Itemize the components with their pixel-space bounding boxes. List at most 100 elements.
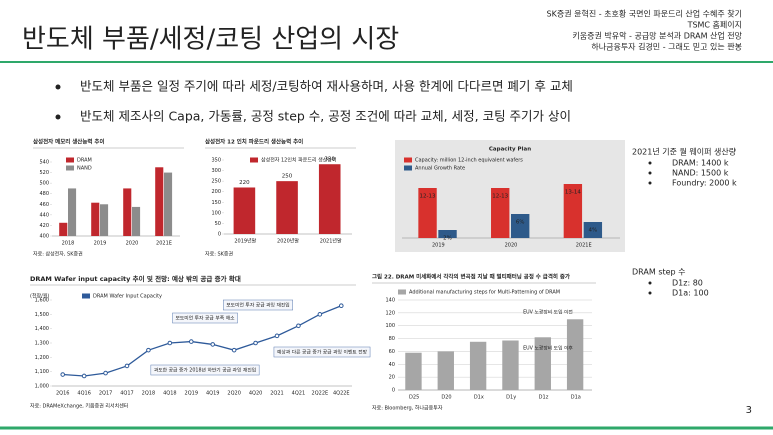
y-tick-label: 150 [211, 200, 221, 206]
marker [253, 340, 258, 346]
note-item: DRAM: 1400 k [672, 159, 729, 168]
bar [438, 230, 457, 238]
x-tick-label: D20 [441, 395, 451, 401]
y-tick-label: 1,600 [35, 298, 49, 304]
y-tick-label: 40 [389, 362, 395, 368]
page-number: 3 [746, 405, 752, 416]
slide-title: 반도체 부품/세정/코팅 산업의 시장 [22, 25, 399, 55]
annotation: 보도미언 투자 공급 과잉 재진입 [226, 302, 289, 309]
source-credit: SK증권 윤혁진 - 초호황 국면인 파운드리 산업 수혜주 찾기 [547, 9, 742, 19]
legend-label: 삼성전자 12인치 파운드리 생산능력 [261, 157, 337, 164]
marker [274, 333, 280, 339]
legend-label: DRAM [77, 158, 92, 164]
bar [405, 352, 422, 390]
y-tick-label: 440 [39, 212, 49, 218]
value-label: 12-13 [492, 194, 508, 200]
y-tick-label: 300 [211, 168, 221, 174]
y-tick-label: 50 [215, 221, 221, 227]
marker [60, 372, 66, 377]
annotation-box [150, 364, 260, 376]
bar [566, 319, 584, 390]
note-item: Foundry: 2000 k [672, 179, 737, 188]
x-tick-label: 2019 [94, 241, 107, 247]
line [62, 305, 342, 377]
bar [233, 187, 256, 234]
y-tick-label: 20 [389, 375, 395, 381]
legend-label: Annual Growth Rate [415, 166, 465, 172]
figure-source: 자료: 삼성전자, SK증권 [33, 251, 83, 258]
annotation: 예상과 다른 공급 증가 공급 과잉 이벤트 전망 [277, 349, 368, 356]
x-tick-label: D1y [506, 395, 516, 401]
y-tick-label: 100 [211, 210, 221, 216]
y-tick-label: 140 [385, 298, 395, 304]
legend-swatch [398, 289, 406, 295]
value-label: 6% [516, 220, 525, 226]
x-tick-label: 2020년말 [277, 238, 299, 245]
x-tick-label: 2Q18 [142, 391, 155, 397]
value-label: 13-14 [565, 190, 581, 196]
marker [210, 342, 216, 347]
marker [124, 363, 130, 369]
bullet-text: 반도체 부품은 일정 주기에 따라 세정/코팅하여 재사용하며, 사용 한계에 … [80, 79, 573, 94]
legend-swatch [66, 165, 74, 171]
x-tick-label: 2Q19 [185, 391, 198, 397]
y-tick-label: 480 [39, 191, 49, 197]
note-dot [648, 181, 652, 185]
bar [68, 188, 77, 236]
legend-label: NAND [77, 166, 92, 172]
value-label: 220 [239, 180, 250, 186]
marker [296, 323, 301, 329]
bullet-dot [55, 84, 61, 90]
bullet-dot [55, 114, 61, 120]
legend-swatch [404, 157, 412, 163]
note-dot [648, 171, 652, 175]
y-tick-label: 200 [211, 189, 221, 195]
y-tick-label: 100 [385, 323, 395, 329]
x-tick-label: D1z [539, 395, 549, 401]
y-tick-label: 420 [39, 223, 49, 229]
x-tick-label: 4Q16 [77, 391, 90, 397]
figure-source: 자료: SK증권 [205, 251, 234, 258]
bullet-text: 반도체 제조사의 Capa, 가동률, 공정 step 수, 공정 조건에 따라… [80, 109, 571, 124]
y-tick-label: 250 [211, 179, 221, 185]
bar [276, 181, 298, 234]
marker [103, 370, 108, 376]
bar [469, 341, 487, 390]
note-title: 2021년 기준 월 웨이퍼 생산량 [632, 147, 737, 157]
x-tick-label: D1x [474, 395, 484, 401]
bar [318, 164, 341, 234]
y-tick-label: 460 [39, 202, 49, 208]
x-tick-label: 2021년말 [320, 238, 342, 245]
x-tick-label: 2020 [505, 243, 518, 249]
annotation: 보도미언 투자 공급 부족 해소 [175, 315, 235, 322]
x-tick-label: 2Q16 [56, 391, 69, 397]
figure-title: DRAM Wafer input capacity 추이 및 전망: 예상 밖의… [30, 274, 241, 283]
marker [188, 339, 194, 344]
y-tick-label: 1,400 [35, 326, 49, 332]
bar [91, 202, 100, 236]
x-tick-label: 4Q17 [120, 391, 133, 397]
annotation-box [273, 346, 371, 358]
source-credit: TSMC 홈페이지 [687, 20, 742, 30]
bar [59, 222, 68, 236]
annotation: 과도한 공급 증가 2018년 하반기 공급 과잉 재진입 [154, 367, 256, 374]
note-item: NAND: 1500 k [672, 169, 729, 178]
bar [583, 222, 603, 238]
x-tick-label: 2019 [432, 243, 445, 249]
x-tick-label: 2Q22E [312, 391, 329, 397]
y-tick-label: 540 [39, 160, 49, 166]
x-tick-label: 4Q20 [249, 391, 262, 397]
x-tick-label: 4Q22E [333, 391, 350, 397]
x-tick-label: 4Q19 [206, 391, 219, 397]
note-dot [648, 161, 652, 165]
x-tick-label: 4Q21 [292, 391, 305, 397]
annotation: EUV 노광장비 도입 이후 [523, 345, 573, 352]
annotation: EUV 노광장비 도입 이전 [523, 309, 573, 316]
y-tick-label: 1,000 [35, 384, 49, 390]
y-tick-label: 1,100 [35, 369, 49, 375]
legend-label: Additional manufacturing steps for Multi… [409, 290, 560, 296]
x-tick-label: 2019년말 [234, 238, 256, 245]
y-axis-label: (천장/월) [30, 293, 49, 300]
figure-title: 삼성전자 12 인치 파운드리 생산능력 추이 [205, 138, 303, 146]
